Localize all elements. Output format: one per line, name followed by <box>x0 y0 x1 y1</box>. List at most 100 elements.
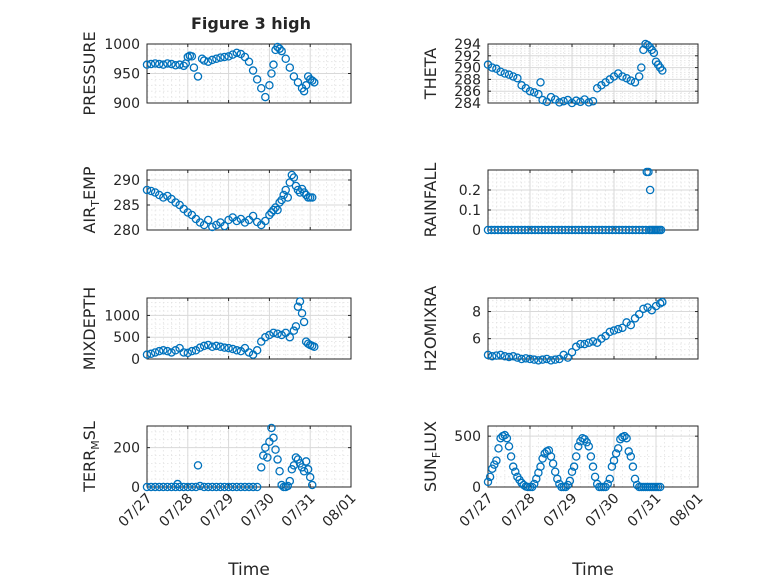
data-point <box>643 40 652 50</box>
axes-h2omixra: 6 8 H2OMIXRA <box>421 286 699 371</box>
data-point <box>220 343 229 352</box>
data-point <box>301 81 311 90</box>
data-point <box>191 482 201 492</box>
data-point <box>658 66 667 75</box>
data-point <box>285 332 295 342</box>
data-point <box>244 57 254 66</box>
axes-pressure: 900 950 1000 PRESSURE <box>80 31 352 116</box>
data-point <box>244 482 254 492</box>
data-point <box>584 98 594 107</box>
data-point <box>506 452 516 461</box>
data-point <box>265 81 274 90</box>
data-point <box>605 474 615 484</box>
data-point <box>273 205 282 215</box>
data-point <box>232 482 242 492</box>
data-point <box>299 467 309 476</box>
data-point <box>569 462 579 471</box>
data-point <box>487 352 497 361</box>
data-point <box>504 352 514 362</box>
series-markers <box>142 297 319 359</box>
data-point <box>485 472 495 482</box>
data-point <box>588 96 598 106</box>
data-point <box>483 350 493 360</box>
plot-area <box>488 298 698 359</box>
data-point <box>534 356 543 365</box>
series-markers <box>483 430 665 492</box>
data-point <box>626 452 636 461</box>
data-point <box>548 459 558 468</box>
data-point <box>513 353 522 362</box>
data-point <box>203 340 213 350</box>
data-point <box>542 97 552 107</box>
y-axis-label: AIRTEMP <box>80 166 102 233</box>
data-point <box>295 297 305 306</box>
data-point <box>574 442 583 451</box>
data-point <box>283 481 293 491</box>
data-point <box>252 482 262 492</box>
data-point <box>588 337 598 346</box>
y-tick-label: 294 <box>454 37 481 53</box>
data-point <box>559 350 568 360</box>
data-point <box>236 482 246 492</box>
data-point <box>487 63 497 72</box>
data-point <box>203 57 213 66</box>
data-point <box>248 482 258 492</box>
data-point <box>187 52 197 61</box>
data-point <box>193 72 203 81</box>
data-point <box>248 211 258 221</box>
data-point <box>529 355 539 364</box>
data-point <box>492 456 501 465</box>
data-point <box>154 482 164 492</box>
data-point <box>203 215 213 225</box>
data-point <box>490 460 499 469</box>
data-point <box>307 76 317 85</box>
data-point <box>483 477 493 487</box>
y-tick-label: 6 <box>472 332 481 348</box>
y-axis-label: PRESSURE <box>80 31 99 115</box>
data-point <box>571 342 581 352</box>
data-point <box>159 346 168 355</box>
data-point <box>291 322 301 331</box>
data-point <box>146 59 156 69</box>
data-point <box>487 464 497 473</box>
data-point <box>555 98 564 107</box>
data-point <box>150 482 160 492</box>
data-point <box>163 59 172 68</box>
data-point <box>658 297 667 307</box>
data-point <box>546 356 556 365</box>
data-point <box>277 46 286 56</box>
data-point <box>634 310 644 319</box>
axes-rainfall: 0 0.1 0.2 RAINFALL <box>421 163 699 239</box>
data-point <box>212 482 221 492</box>
data-point <box>611 449 621 458</box>
data-point <box>626 76 636 85</box>
data-point <box>620 431 629 441</box>
data-point <box>224 343 233 353</box>
data-point <box>193 461 203 470</box>
data-point <box>656 225 666 235</box>
data-point <box>525 354 535 364</box>
data-point <box>502 433 512 443</box>
data-point <box>289 173 299 182</box>
data-point <box>626 320 636 330</box>
data-point <box>622 73 631 83</box>
data-point <box>195 481 205 491</box>
data-point <box>582 438 591 447</box>
data-point <box>256 463 266 472</box>
data-point <box>542 354 552 364</box>
axis-box <box>487 425 699 488</box>
data-point <box>275 44 284 53</box>
data-point <box>508 72 518 81</box>
data-point <box>281 54 290 64</box>
data-point <box>613 444 623 453</box>
y-tick-label: 950 <box>113 67 140 83</box>
data-point <box>269 433 278 443</box>
data-point <box>624 447 633 456</box>
data-point <box>553 474 562 484</box>
data-point <box>275 198 284 207</box>
data-point <box>203 482 213 492</box>
data-point <box>299 86 309 96</box>
